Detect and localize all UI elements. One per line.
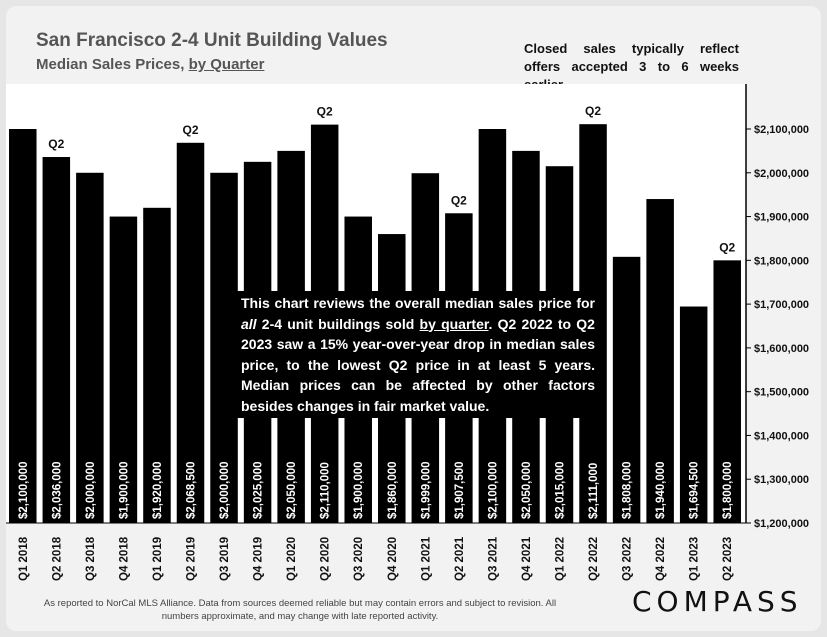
bar-value-label: $2,100,000 [18, 461, 30, 519]
bar-value-label: $2,050,000 [286, 461, 298, 519]
annotation-text-3: 2-4 unit buildings sold [256, 315, 420, 332]
x-tick-label: Q3 2021 [487, 536, 499, 581]
annotation-text-4: by quarter [419, 315, 489, 332]
bar [109, 216, 138, 524]
x-tick-label: Q1 2018 [18, 536, 30, 581]
x-tick-label: Q2 2018 [51, 536, 63, 581]
q2-callout-label: Q2 [182, 123, 198, 137]
y-tick-label: $2,000,000 [754, 168, 809, 180]
bar-value-label: $2,100,000 [487, 461, 499, 519]
x-tick-label: Q2 2021 [454, 536, 466, 581]
subtitle-link[interactable]: by Quarter [188, 56, 265, 73]
bar-value-label: $2,110,000 [320, 462, 332, 519]
x-tick-label: Q2 2023 [722, 537, 734, 581]
bar-value-label: $2,068,500 [186, 461, 198, 519]
bar-value-label: $2,000,000 [219, 461, 231, 519]
annotation-text-1: This chart reviews the overall median sa… [241, 295, 595, 311]
x-tick-label: Q3 2020 [353, 537, 365, 581]
x-tick-label: Q1 2021 [420, 536, 432, 581]
bar-value-label: $2,025,000 [253, 461, 265, 519]
x-tick-label: Q1 2022 [555, 537, 567, 581]
bar-value-label: $1,907,500 [454, 461, 466, 519]
bar-value-label: $2,050,000 [521, 461, 533, 519]
q2-callout-label: Q2 [451, 193, 467, 207]
y-tick-label: $1,700,000 [754, 299, 809, 311]
bar [646, 199, 674, 524]
x-tick-label: Q2 2019 [186, 537, 198, 581]
q2-callout-label: Q2 [48, 137, 64, 151]
y-tick-label: $1,300,000 [754, 474, 809, 486]
compass-logo: COMPASS [632, 585, 803, 618]
x-tick-label: Q3 2019 [219, 537, 231, 581]
annotation-text-2: all [241, 315, 257, 332]
chart-subtitle: Median Sales Prices, by Quarter [36, 56, 264, 73]
bar [42, 157, 71, 524]
x-tick-label: Q1 2020 [286, 537, 298, 581]
bar-value-label: $1,860,000 [387, 461, 399, 519]
bar [9, 129, 37, 523]
bar-value-label: $1,900,000 [118, 461, 130, 519]
bar-value-label: $1,808,000 [622, 461, 634, 519]
y-tick-label: $1,900,000 [754, 212, 809, 224]
bar-value-label: $1,900,000 [353, 461, 365, 519]
x-tick-label: Q2 2022 [588, 537, 600, 581]
bar [176, 142, 205, 524]
x-tick-label: Q4 2021 [521, 536, 533, 581]
x-tick-label: Q4 2019 [253, 537, 265, 581]
subtitle-prefix: Median Sales Prices, [36, 56, 189, 73]
bar-value-label: $2,111,000 [588, 463, 600, 519]
bar-value-label: $2,000,000 [85, 461, 97, 519]
q2-callout-label: Q2 [317, 105, 333, 119]
y-tick-label: $2,100,000 [754, 124, 809, 136]
y-tick-label: $1,600,000 [754, 343, 809, 355]
x-tick-label: Q3 2022 [622, 537, 634, 581]
x-tick-label: Q1 2019 [152, 537, 164, 581]
x-tick-label: Q1 2023 [689, 537, 701, 581]
source-footnote: As reported to NorCal MLS Alliance. Data… [43, 598, 557, 622]
bar [210, 172, 238, 523]
y-tick-label: $1,200,000 [754, 518, 809, 530]
bar-value-label: $1,694,500 [689, 461, 701, 519]
y-tick-label: $1,400,000 [754, 430, 809, 442]
bar [679, 306, 708, 523]
x-tick-label: Q4 2020 [387, 537, 399, 581]
x-tick-label: Q2 2020 [320, 537, 332, 581]
chart-annotation: This chart reviews the overall median sa… [237, 291, 599, 418]
bar-value-label: $2,015,000 [555, 461, 567, 519]
bar [612, 256, 641, 523]
bar-value-label: $1,800,000 [722, 461, 734, 519]
bar [713, 260, 741, 523]
q2-callout-label: Q2 [719, 240, 735, 254]
y-tick-label: $1,500,000 [754, 387, 809, 399]
x-tick-label: Q3 2018 [85, 536, 97, 581]
bar-value-label: $1,920,000 [152, 461, 164, 519]
bar [143, 207, 171, 524]
bar [76, 172, 104, 523]
bar-value-label: $2,036,000 [51, 461, 63, 519]
x-tick-label: Q4 2022 [655, 537, 667, 581]
annotation-text-5: . Q2 2022 to Q2 2023 saw a 15% year-over… [241, 315, 595, 414]
chart-title: San Francisco 2-4 Unit Building Values [36, 30, 388, 51]
y-tick-label: $1,800,000 [754, 255, 809, 267]
x-tick-label: Q4 2018 [118, 536, 130, 581]
q2-callout-label: Q2 [585, 104, 601, 118]
bar-value-label: $1,940,000 [655, 461, 667, 519]
bar-value-label: $1,999,000 [420, 461, 432, 519]
